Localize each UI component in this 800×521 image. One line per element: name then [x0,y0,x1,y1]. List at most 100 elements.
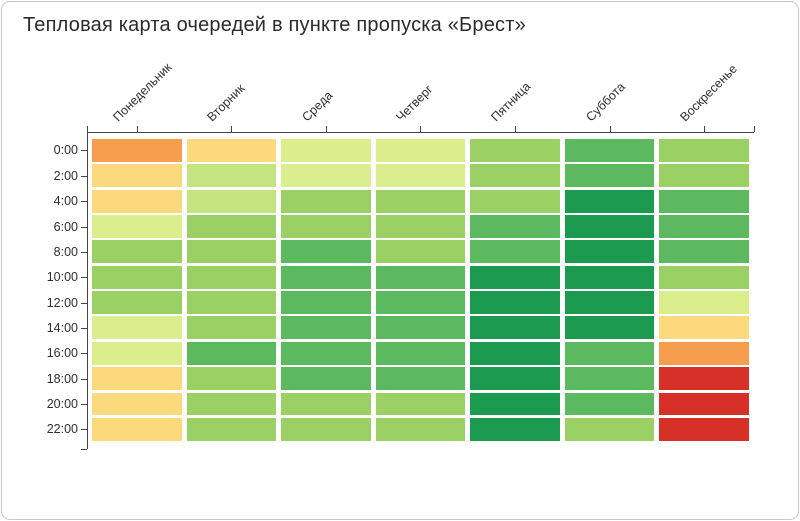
heatmap-cell[interactable] [186,291,277,314]
heatmap-cell[interactable] [659,139,749,162]
heatmap-cell[interactable] [564,316,655,340]
heatmap-cell[interactable] [470,291,560,314]
heatmap-cell[interactable] [375,164,466,188]
heatmap-cell[interactable] [281,139,371,162]
heatmap-cell[interactable] [281,316,371,340]
heatmap-cell[interactable] [470,392,560,416]
heatmap-cell[interactable] [281,215,371,238]
heatmap-cell[interactable] [92,215,182,238]
heatmap-cell[interactable] [470,367,560,391]
heatmap-cell[interactable] [470,189,560,213]
heatmap-cell[interactable] [564,341,655,365]
heatmap-cell[interactable] [281,367,371,391]
heatmap-cell[interactable] [92,367,182,391]
heatmap-cell[interactable] [375,417,466,441]
y-axis-tick [81,449,87,450]
heatmap-cell[interactable] [659,164,749,188]
heatmap-cell[interactable] [375,367,466,391]
heatmap-cell[interactable] [186,392,277,416]
heatmap-cell[interactable] [375,139,466,162]
heatmap-cell[interactable] [186,189,277,213]
heatmap-cell[interactable] [92,265,182,289]
y-axis-label: 4:00 [53,194,78,209]
heatmap-cell[interactable] [375,392,466,416]
y-axis-tick [81,403,87,405]
heatmap-cell[interactable] [375,265,466,289]
y-axis-tick [81,353,87,355]
heatmap-cell[interactable] [92,417,182,441]
heatmap-cell[interactable] [470,265,560,289]
heatmap-cell[interactable] [659,341,749,365]
heatmap-cell[interactable] [281,240,371,264]
heatmap-cell[interactable] [564,215,655,238]
heatmap-cell[interactable] [186,316,277,340]
heatmap-cell[interactable] [186,139,277,162]
y-axis-line [87,132,88,449]
heatmap-cell[interactable] [186,417,277,441]
heatmap-cell[interactable] [375,240,466,264]
heatmap-cell[interactable] [281,164,371,188]
x-axis-tick [136,126,138,132]
heatmap-cell[interactable] [564,265,655,289]
heatmap-cell[interactable] [564,240,655,264]
y-axis-label: 0:00 [53,143,78,158]
heatmap-cell[interactable] [186,215,277,238]
y-axis-label: 20:00 [46,396,78,411]
heatmap-cell[interactable] [92,189,182,213]
heatmap-cell[interactable] [470,215,560,238]
heatmap-cell[interactable] [564,417,655,441]
heatmap-cell[interactable] [375,316,466,340]
x-axis-tick [514,126,516,132]
x-axis-tick [231,126,233,132]
heatmap-cell[interactable] [564,164,655,188]
heatmap-cell[interactable] [186,240,277,264]
heatmap-cell[interactable] [375,215,466,238]
heatmap-cell[interactable] [470,417,560,441]
y-axis-tick [81,251,87,253]
heatmap-cell[interactable] [659,240,749,264]
heatmap-cell[interactable] [281,265,371,289]
heatmap-cell[interactable] [375,189,466,213]
heatmap-cell[interactable] [92,240,182,264]
heatmap-cell[interactable] [186,164,277,188]
heatmap-cell[interactable] [564,367,655,391]
heatmap-cell[interactable] [281,341,371,365]
heatmap-cell[interactable] [470,164,560,188]
heatmap-cell[interactable] [92,291,182,314]
heatmap-cell[interactable] [659,316,749,340]
heatmap-cell[interactable] [375,291,466,314]
heatmap-cell[interactable] [470,139,560,162]
heatmap-cell[interactable] [659,215,749,238]
heatmap-cell[interactable] [281,417,371,441]
heatmap-cell[interactable] [659,189,749,213]
heatmap-cell[interactable] [92,316,182,340]
x-axis-label: Вторник [204,81,248,125]
heatmap-cell[interactable] [281,189,371,213]
heatmap-cell[interactable] [659,417,749,441]
x-axis-label: Суббота [582,79,628,125]
heatmap-cell[interactable] [564,392,655,416]
heatmap-cell[interactable] [659,291,749,314]
heatmap-cell[interactable] [659,265,749,289]
heatmap-cell[interactable] [92,392,182,416]
heatmap-cell[interactable] [564,291,655,314]
heatmap-cell[interactable] [564,139,655,162]
y-axis-tick [81,302,87,304]
x-axis-label: Пятница [488,79,534,125]
heatmap-cell[interactable] [186,341,277,365]
heatmap-cell[interactable] [92,164,182,188]
heatmap-cell[interactable] [186,265,277,289]
heatmap-cell[interactable] [470,240,560,264]
heatmap-cell[interactable] [281,392,371,416]
heatmap-cell[interactable] [470,341,560,365]
y-axis-tick [81,378,87,380]
heatmap-cell[interactable] [659,367,749,391]
heatmap-cell[interactable] [375,341,466,365]
heatmap-cell[interactable] [92,139,182,162]
heatmap-cell[interactable] [92,341,182,365]
heatmap-cell[interactable] [659,392,749,416]
heatmap-cell[interactable] [281,291,371,314]
heatmap-cell[interactable] [186,367,277,391]
heatmap-cell[interactable] [564,189,655,213]
heatmap-cell[interactable] [470,316,560,340]
